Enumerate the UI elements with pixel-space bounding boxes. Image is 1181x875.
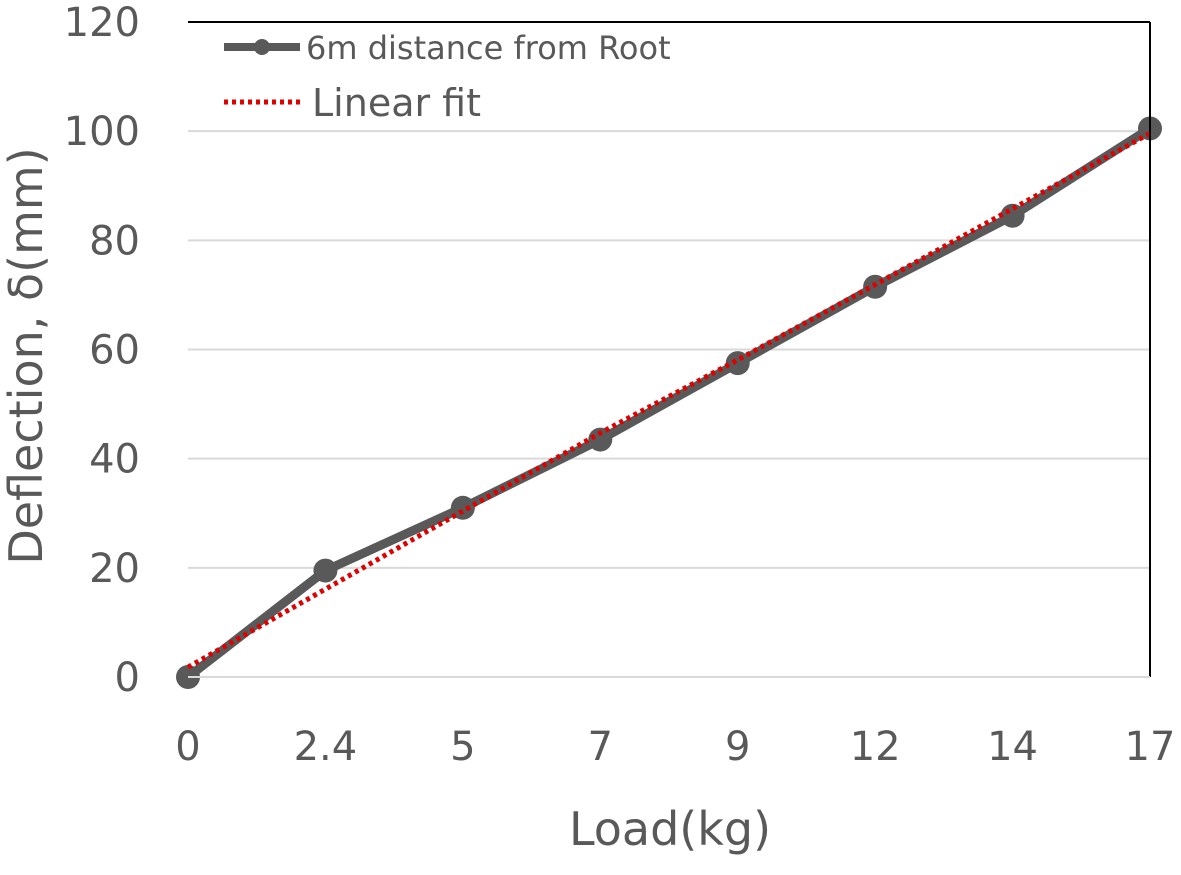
series-layer <box>176 116 1162 689</box>
legend: 6m distance from Root Linear fit <box>224 29 671 125</box>
legend-marker-series <box>254 39 270 55</box>
plot-border <box>188 21 1151 678</box>
x-tick-label: 7 <box>588 724 613 770</box>
x-tick-label: 2.4 <box>294 724 358 770</box>
y-tick-label: 60 <box>89 328 140 374</box>
y-tick-label: 80 <box>89 218 140 264</box>
x-tick-label: 0 <box>175 724 200 770</box>
data-point <box>588 427 613 452</box>
x-tick-label: 17 <box>1125 724 1176 770</box>
y-tick-label: 20 <box>89 546 140 592</box>
data-point <box>725 351 750 376</box>
x-tick-labels: 0 2.4 5 7 9 12 14 17 <box>175 724 1175 770</box>
data-point <box>450 495 475 520</box>
series-line-linear-fit <box>186 131 1152 670</box>
x-tick-label: 5 <box>450 724 475 770</box>
legend-label-fit: Linear fit <box>312 81 481 125</box>
data-point <box>313 558 338 583</box>
x-axis-title: Load(kg) <box>569 802 771 856</box>
y-tick-label: 40 <box>89 437 140 483</box>
y-tick-label: 120 <box>64 0 140 46</box>
series-line-6m <box>185 124 1153 681</box>
x-tick-label: 12 <box>850 724 901 770</box>
legend-label-series: 6m distance from Root <box>306 29 671 67</box>
y-tick-label: 0 <box>115 655 140 701</box>
x-tick-label: 14 <box>987 724 1038 770</box>
y-axis-title: Deflection, δ(mm) <box>0 147 53 564</box>
y-tick-labels: 0 20 40 60 80 100 120 <box>64 0 140 701</box>
y-tick-label: 100 <box>64 109 140 155</box>
x-tick-label: 9 <box>725 724 750 770</box>
